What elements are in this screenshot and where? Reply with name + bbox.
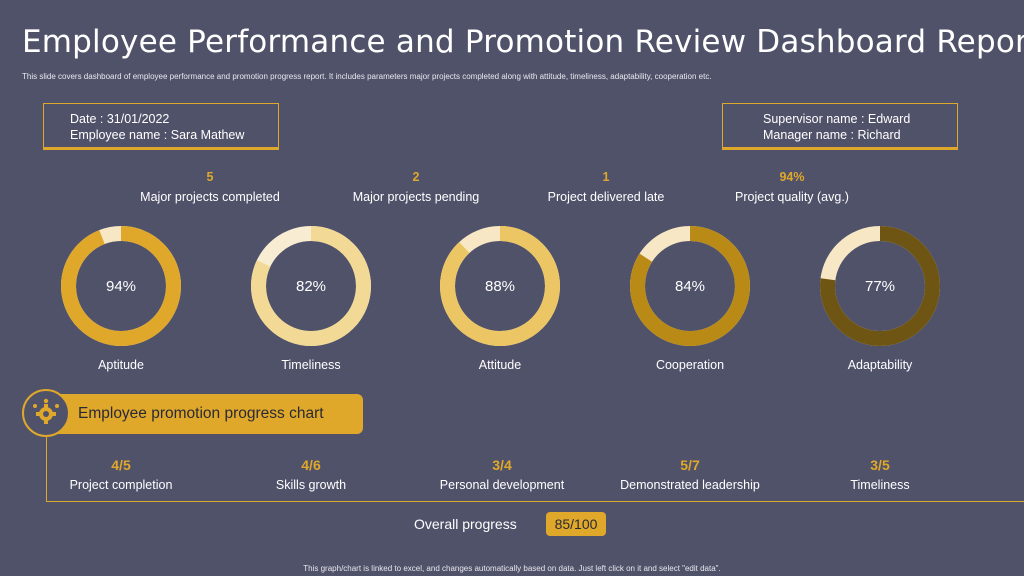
donut-cooperation: 84%: [628, 224, 752, 348]
promotion-chart-title: Employee promotion progress chart: [78, 405, 324, 422]
donut-percent: 82%: [295, 277, 327, 295]
donut-ring: [440, 226, 560, 346]
stat-value: 1: [602, 170, 610, 184]
stat-label: Project delivered late: [547, 190, 665, 204]
stat-projects-pending: 2 Major projects pending: [336, 170, 496, 204]
supervisor-name-text: Supervisor name : Edward: [763, 112, 911, 126]
supervisor-info-box: Supervisor name : Edward Manager name : …: [722, 103, 958, 150]
progress-label: Personal development: [439, 478, 565, 492]
donut-timeliness: 82%: [249, 224, 373, 348]
donut-percent: 94%: [105, 277, 137, 295]
progress-label: Project completion: [69, 478, 173, 492]
employee-name-text: Employee name : Sara Mathew: [70, 128, 245, 142]
progress-skills-growth: 4/6 Skills growth: [243, 457, 379, 492]
progress-value: 3/5: [870, 457, 890, 473]
donut-aptitude: 94%: [59, 224, 183, 348]
date-text: Date : 31/01/2022: [70, 112, 170, 126]
stat-label: Major projects pending: [352, 190, 480, 204]
donut-percent: 88%: [484, 277, 516, 295]
stat-projects-completed: 5 Major projects completed: [130, 170, 290, 204]
progress-label: Timeliness: [850, 478, 910, 492]
donut-value-arc: [61, 226, 181, 346]
donut-percent: 77%: [864, 277, 896, 295]
promotion-chart-banner: Employee promotion progress chart: [54, 394, 363, 434]
employee-info-box: Date : 31/01/2022 Employee name : Sara M…: [43, 103, 279, 150]
stat-delivered-late: 1 Project delivered late: [526, 170, 686, 204]
donut-label-cooperation: Cooperation: [655, 358, 725, 372]
stat-label: Project quality (avg.): [735, 190, 849, 204]
progress-value: 4/5: [111, 457, 131, 473]
progress-label: Demonstrated leadership: [620, 478, 760, 492]
progress-personal-development: 3/4 Personal development: [422, 457, 582, 492]
donut-value-arc: [251, 226, 371, 346]
donut-value-arc: [440, 226, 560, 346]
progress-project-completion: 4/5 Project completion: [53, 457, 189, 492]
donut-label-attitude: Attitude: [478, 358, 522, 372]
progress-timeliness: 3/5 Timeliness: [812, 457, 948, 492]
progress-value: 3/4: [492, 457, 512, 473]
stat-value: 5: [206, 170, 214, 184]
donut-attitude: 88%: [438, 224, 562, 348]
progress-demonstrated-leadership: 5/7 Demonstrated leadership: [610, 457, 770, 492]
donut-adaptability: 77%: [818, 224, 942, 348]
progress-label: Skills growth: [275, 478, 347, 492]
progress-value: 4/6: [301, 457, 321, 473]
donut-ring: [630, 226, 750, 346]
overall-progress-label: Overall progress: [414, 516, 517, 532]
overall-progress-badge: 85/100: [546, 512, 606, 536]
page-title: Employee Performance and Promotion Revie…: [22, 24, 1024, 60]
progress-bracket-line: [46, 437, 1024, 502]
donut-percent: 84%: [674, 277, 706, 295]
stat-project-quality: 94% Project quality (avg.): [712, 170, 872, 204]
donut-ring: [820, 226, 940, 346]
footer-note: This graph/chart is linked to excel, and…: [303, 564, 721, 573]
donut-label-aptitude: Aptitude: [98, 358, 144, 372]
donut-label-timeliness: Timeliness: [281, 358, 341, 372]
donut-label-adaptability: Adaptability: [847, 358, 913, 372]
stat-label: Major projects completed: [140, 190, 280, 204]
donut-ring: [61, 226, 181, 346]
donut-value-arc: [820, 226, 940, 346]
donut-ring: [251, 226, 371, 346]
stat-value: 2: [412, 170, 420, 184]
manager-name-text: Manager name : Richard: [763, 128, 901, 142]
gear-people-icon: [22, 389, 70, 437]
progress-value: 5/7: [680, 457, 700, 473]
donut-value-arc: [630, 226, 750, 346]
page-subtitle: This slide covers dashboard of employee …: [22, 72, 712, 81]
stat-value: 94%: [779, 170, 805, 184]
